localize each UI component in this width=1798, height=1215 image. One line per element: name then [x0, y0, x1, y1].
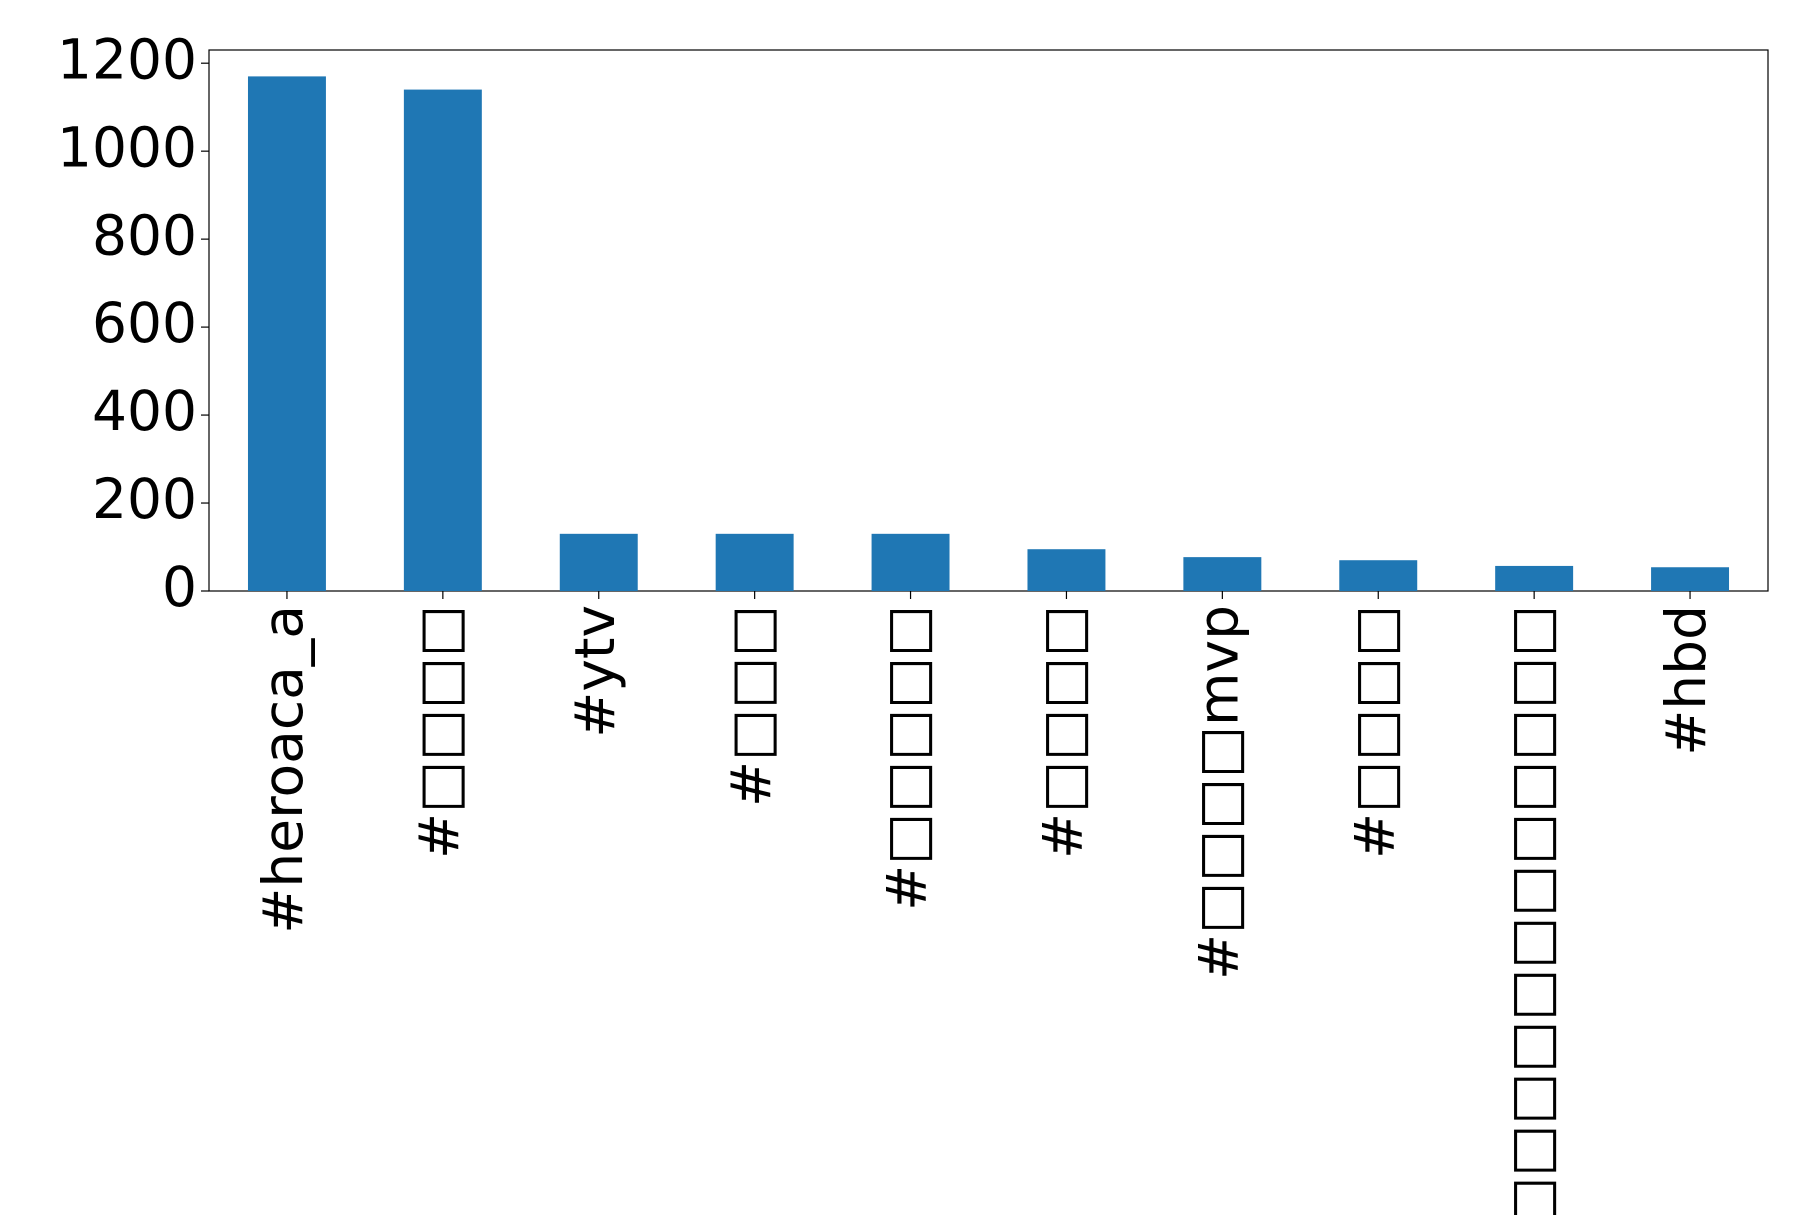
x-tick-label: #ytv — [563, 605, 627, 738]
y-tick-label: 1000 — [57, 115, 197, 179]
x-tick-label: #hbd — [1654, 605, 1718, 756]
y-tick-label: 200 — [92, 467, 197, 531]
x-tick-label: #□□□□ — [407, 605, 471, 859]
x-tick-label: #□□□□ — [1342, 605, 1406, 859]
y-tick-label: 600 — [92, 291, 197, 355]
x-tick-label: #□□□ — [719, 605, 783, 807]
x-tick-label: #□□□□ — [1031, 605, 1095, 859]
bar — [871, 533, 950, 591]
x-tick-label: #heroaca_a — [251, 605, 315, 934]
bar — [1027, 549, 1106, 591]
bar — [403, 89, 482, 592]
y-tick-label: 800 — [92, 203, 197, 267]
bar — [1339, 560, 1418, 591]
x-tick-label: #□□□□□ — [875, 605, 939, 911]
bar — [247, 76, 326, 591]
bar — [715, 533, 794, 591]
y-tick-label: 400 — [92, 379, 197, 443]
bar — [1183, 557, 1262, 591]
bar — [559, 533, 638, 591]
x-tick-label: #□□□□mvp — [1186, 605, 1250, 980]
x-tick-label: #□□□□□□□□□□□□ — [1498, 605, 1562, 1215]
y-tick-label: 0 — [162, 555, 197, 619]
plot-frame — [208, 49, 1769, 592]
y-tick-label: 1200 — [57, 27, 197, 91]
bar — [1651, 567, 1730, 591]
bar — [1495, 565, 1574, 591]
